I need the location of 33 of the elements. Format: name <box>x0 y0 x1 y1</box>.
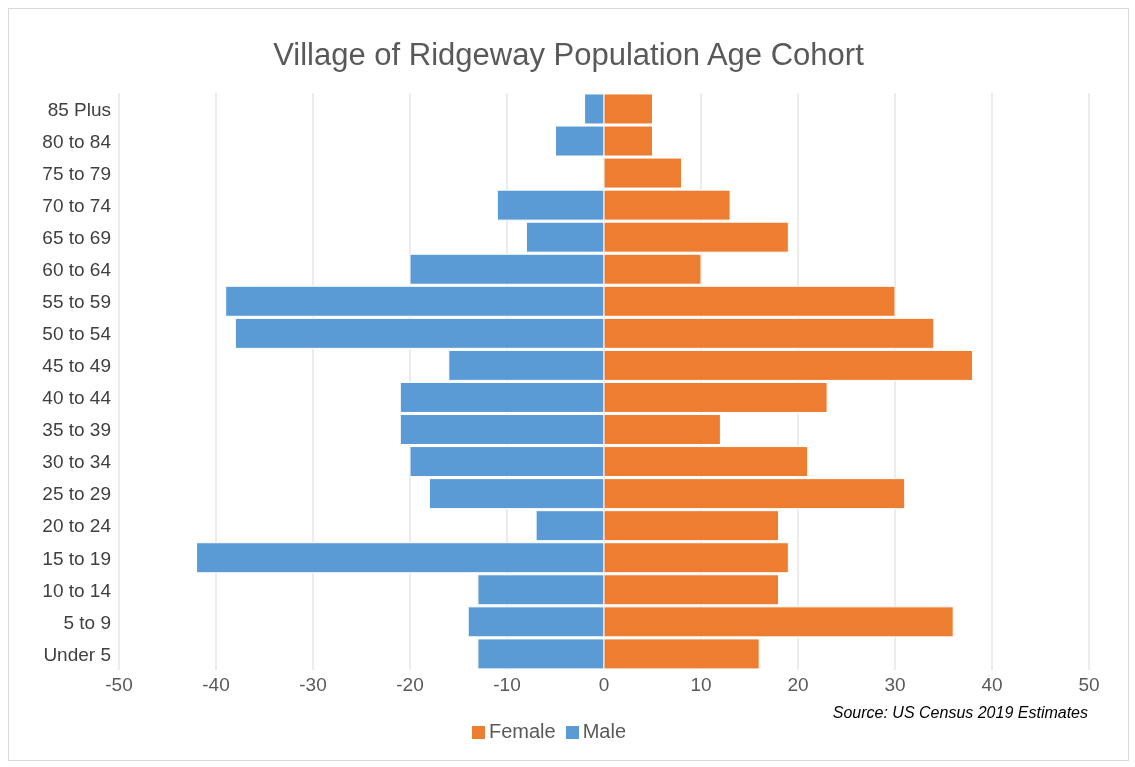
legend-label: Female <box>488 720 556 742</box>
y-tick-label: 35 to 39 <box>42 419 111 441</box>
x-tick-label: 20 <box>787 674 809 696</box>
y-tick-label: 25 to 29 <box>42 483 111 505</box>
y-tick-label: 55 to 59 <box>42 291 111 313</box>
y-tick-label: 70 to 74 <box>42 194 112 216</box>
x-tick-label: -20 <box>396 674 424 696</box>
x-tick-label: -40 <box>202 674 230 696</box>
y-tick-label: 5 to 9 <box>63 611 111 633</box>
x-tick-label: -50 <box>105 674 133 696</box>
chart-title: Village of Ridgeway Population Age Cohort <box>272 37 865 73</box>
x-tick-label: 40 <box>981 674 1003 696</box>
x-tick-label: -30 <box>299 674 327 696</box>
y-tick-label: 10 to 14 <box>42 579 112 601</box>
y-tick-label: 40 to 44 <box>42 387 112 409</box>
y-tick-label: 80 to 84 <box>42 130 112 152</box>
y-tick-label: 30 to 34 <box>42 451 112 473</box>
y-tick-label: 45 to 49 <box>42 355 111 377</box>
y-tick-label: 50 to 54 <box>42 323 112 345</box>
x-tick-label: 10 <box>690 674 712 696</box>
y-tick-label: 65 to 69 <box>42 226 111 248</box>
legend-label: Male <box>582 720 627 742</box>
y-tick-label: 60 to 64 <box>42 259 112 281</box>
y-tick-label: 20 to 24 <box>42 515 112 537</box>
x-tick-label: 30 <box>884 674 906 696</box>
x-tick-label: 50 <box>1078 674 1100 696</box>
source-note: Source: US Census 2019 Estimates <box>832 704 1088 722</box>
y-tick-label: 75 to 79 <box>42 162 111 184</box>
x-tick-label: -10 <box>493 674 521 696</box>
y-tick-label: 85 Plus <box>47 98 111 120</box>
y-tick-label: Under 5 <box>43 643 111 665</box>
x-tick-label: 0 <box>598 674 610 696</box>
y-tick-label: 15 to 19 <box>42 547 111 569</box>
